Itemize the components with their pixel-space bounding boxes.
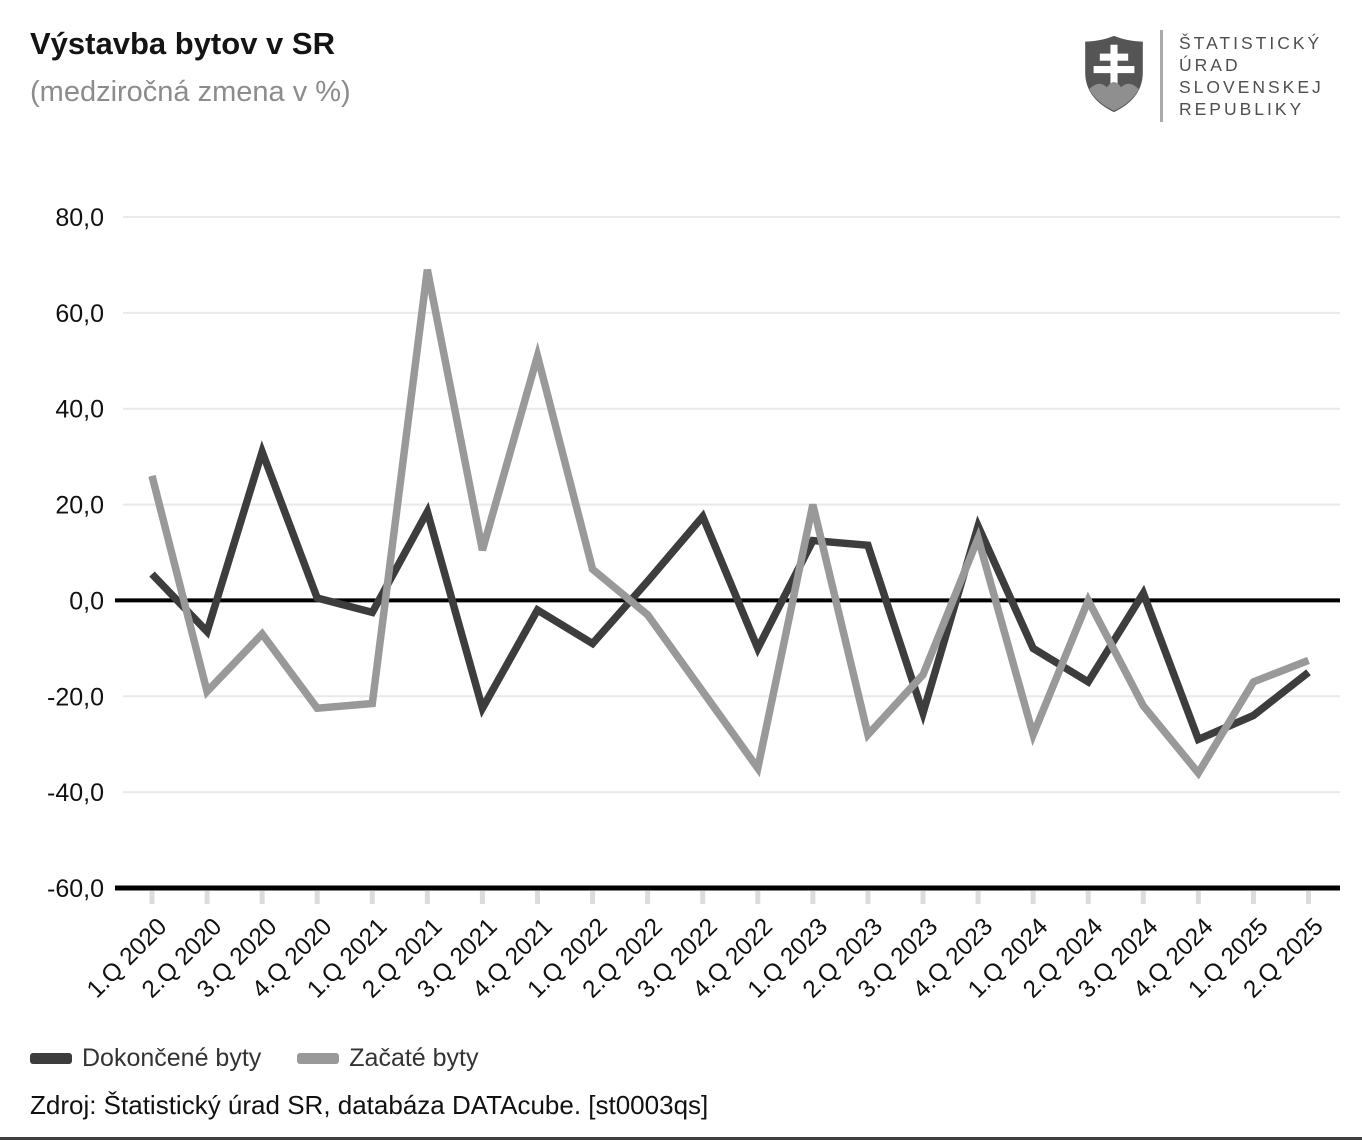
statistical-office-logo: ŠTATISTICKÝ ÚRAD SLOVENSKEJ REPUBLIKY (1082, 30, 1324, 122)
logo-line: ŠTATISTICKÝ (1179, 33, 1323, 53)
page-title: Výstavba bytov v SR (30, 26, 335, 61)
svg-text:-60,0: -60,0 (47, 875, 104, 903)
svg-text:40,0: 40,0 (55, 396, 104, 424)
logo-line: SLOVENSKEJ (1179, 77, 1324, 97)
logo-separator (1160, 30, 1163, 122)
legend-label: Začaté byty (349, 1044, 479, 1072)
line-chart: 80,060,040,020,00,0-20,0-40,0-60,01.Q 20… (47, 204, 1340, 1004)
source-note: Zdroj: Štatistický úrad SR, databáza DAT… (30, 1090, 709, 1120)
page-subtitle: (medziročná zmena v %) (30, 76, 351, 108)
legend-swatch-dark (30, 1053, 72, 1064)
svg-text:20,0: 20,0 (55, 492, 104, 520)
svg-text:60,0: 60,0 (55, 300, 104, 328)
legend-swatch-gray (297, 1053, 340, 1064)
logo-text: ŠTATISTICKÝ ÚRAD SLOVENSKEJ REPUBLIKY (1179, 32, 1324, 120)
svg-text:-40,0: -40,0 (47, 779, 104, 807)
slovak-coat-of-arms-icon (1082, 35, 1146, 118)
svg-text:-20,0: -20,0 (47, 683, 104, 711)
legend-label: Dokončené byty (82, 1044, 262, 1072)
legend-item-dokoncene-byty: Dokončené byty (30, 1044, 261, 1073)
logo-line: ÚRAD (1179, 55, 1241, 75)
chart-legend: Dokončené byty Začaté byty (30, 1044, 479, 1073)
legend-item-zacate-byty: Začaté byty (297, 1044, 479, 1073)
svg-text:0,0: 0,0 (69, 587, 104, 615)
logo-line: REPUBLIKY (1179, 99, 1305, 119)
svg-text:80,0: 80,0 (55, 204, 104, 232)
